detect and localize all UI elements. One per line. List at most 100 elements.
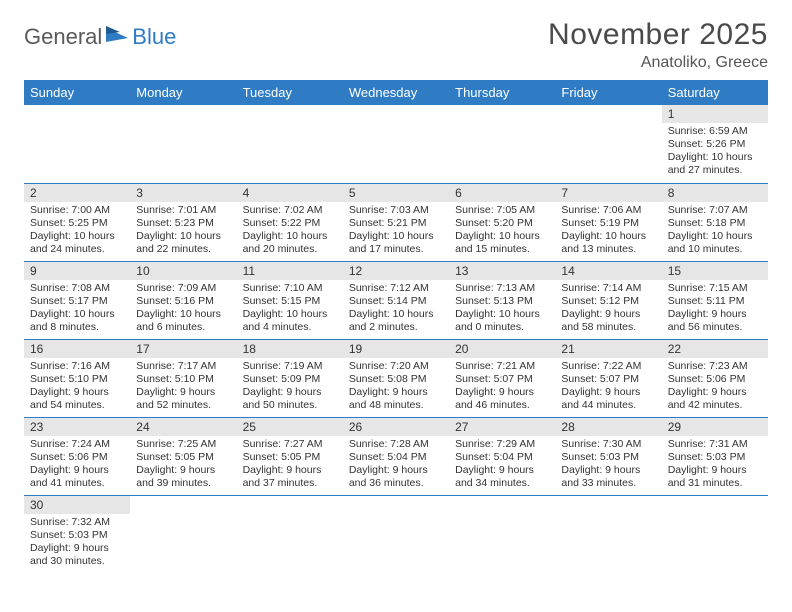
day-details: Sunrise: 7:13 AMSunset: 5:13 PMDaylight:… <box>449 280 555 339</box>
day-details: Sunrise: 7:31 AMSunset: 5:03 PMDaylight:… <box>662 436 768 495</box>
page-title: November 2025 <box>548 18 768 52</box>
calendar-cell: 20Sunrise: 7:21 AMSunset: 5:07 PMDayligh… <box>449 339 555 417</box>
day-details: Sunrise: 7:17 AMSunset: 5:10 PMDaylight:… <box>130 358 236 417</box>
day-number: 9 <box>24 262 130 280</box>
calendar-table: SundayMondayTuesdayWednesdayThursdayFrid… <box>24 80 768 573</box>
day-number: 26 <box>343 418 449 436</box>
day-details: Sunrise: 7:15 AMSunset: 5:11 PMDaylight:… <box>662 280 768 339</box>
day-number: 8 <box>662 184 768 202</box>
day-details: Sunrise: 7:12 AMSunset: 5:14 PMDaylight:… <box>343 280 449 339</box>
day-number: 1 <box>662 105 768 123</box>
day-details: Sunrise: 7:08 AMSunset: 5:17 PMDaylight:… <box>24 280 130 339</box>
day-details: Sunrise: 7:03 AMSunset: 5:21 PMDaylight:… <box>343 202 449 261</box>
day-number: 11 <box>237 262 343 280</box>
calendar-cell: 11Sunrise: 7:10 AMSunset: 5:15 PMDayligh… <box>237 261 343 339</box>
day-details: Sunrise: 7:29 AMSunset: 5:04 PMDaylight:… <box>449 436 555 495</box>
day-number: 27 <box>449 418 555 436</box>
calendar-cell <box>130 495 236 573</box>
header: General Blue November 2025 Anatoliko, Gr… <box>24 18 768 72</box>
day-number: 22 <box>662 340 768 358</box>
logo-text-1: General <box>24 24 102 50</box>
day-number: 19 <box>343 340 449 358</box>
day-details: Sunrise: 7:16 AMSunset: 5:10 PMDaylight:… <box>24 358 130 417</box>
day-number: 16 <box>24 340 130 358</box>
day-details: Sunrise: 7:01 AMSunset: 5:23 PMDaylight:… <box>130 202 236 261</box>
logo: General Blue <box>24 24 176 50</box>
title-block: November 2025 Anatoliko, Greece <box>548 18 768 72</box>
calendar-cell: 8Sunrise: 7:07 AMSunset: 5:18 PMDaylight… <box>662 183 768 261</box>
day-details: Sunrise: 7:24 AMSunset: 5:06 PMDaylight:… <box>24 436 130 495</box>
calendar-cell: 6Sunrise: 7:05 AMSunset: 5:20 PMDaylight… <box>449 183 555 261</box>
calendar-cell: 25Sunrise: 7:27 AMSunset: 5:05 PMDayligh… <box>237 417 343 495</box>
day-details: Sunrise: 7:22 AMSunset: 5:07 PMDaylight:… <box>555 358 661 417</box>
day-number: 14 <box>555 262 661 280</box>
day-header: Tuesday <box>237 80 343 105</box>
day-number: 17 <box>130 340 236 358</box>
day-number: 28 <box>555 418 661 436</box>
calendar-cell: 16Sunrise: 7:16 AMSunset: 5:10 PMDayligh… <box>24 339 130 417</box>
day-number: 18 <box>237 340 343 358</box>
calendar-cell: 5Sunrise: 7:03 AMSunset: 5:21 PMDaylight… <box>343 183 449 261</box>
day-number: 21 <box>555 340 661 358</box>
day-number: 12 <box>343 262 449 280</box>
calendar-cell: 28Sunrise: 7:30 AMSunset: 5:03 PMDayligh… <box>555 417 661 495</box>
calendar-cell <box>449 105 555 183</box>
logo-text-2: Blue <box>132 24 176 50</box>
day-details: Sunrise: 7:00 AMSunset: 5:25 PMDaylight:… <box>24 202 130 261</box>
calendar-cell: 13Sunrise: 7:13 AMSunset: 5:13 PMDayligh… <box>449 261 555 339</box>
calendar-cell: 30Sunrise: 7:32 AMSunset: 5:03 PMDayligh… <box>24 495 130 573</box>
day-details: Sunrise: 7:07 AMSunset: 5:18 PMDaylight:… <box>662 202 768 261</box>
calendar-cell: 29Sunrise: 7:31 AMSunset: 5:03 PMDayligh… <box>662 417 768 495</box>
calendar-cell: 14Sunrise: 7:14 AMSunset: 5:12 PMDayligh… <box>555 261 661 339</box>
calendar-cell: 2Sunrise: 7:00 AMSunset: 5:25 PMDaylight… <box>24 183 130 261</box>
day-number: 25 <box>237 418 343 436</box>
day-header: Saturday <box>662 80 768 105</box>
calendar-cell: 22Sunrise: 7:23 AMSunset: 5:06 PMDayligh… <box>662 339 768 417</box>
day-details: Sunrise: 7:30 AMSunset: 5:03 PMDaylight:… <box>555 436 661 495</box>
day-details: Sunrise: 7:14 AMSunset: 5:12 PMDaylight:… <box>555 280 661 339</box>
calendar-cell <box>343 495 449 573</box>
calendar-cell <box>24 105 130 183</box>
day-header: Wednesday <box>343 80 449 105</box>
day-details: Sunrise: 7:21 AMSunset: 5:07 PMDaylight:… <box>449 358 555 417</box>
day-number: 24 <box>130 418 236 436</box>
calendar-cell: 1Sunrise: 6:59 AMSunset: 5:26 PMDaylight… <box>662 105 768 183</box>
day-header: Thursday <box>449 80 555 105</box>
day-details: Sunrise: 7:05 AMSunset: 5:20 PMDaylight:… <box>449 202 555 261</box>
day-number: 20 <box>449 340 555 358</box>
location-label: Anatoliko, Greece <box>548 54 768 72</box>
day-details: Sunrise: 6:59 AMSunset: 5:26 PMDaylight:… <box>662 123 768 182</box>
day-details: Sunrise: 7:32 AMSunset: 5:03 PMDaylight:… <box>24 514 130 573</box>
day-number: 7 <box>555 184 661 202</box>
day-number: 13 <box>449 262 555 280</box>
calendar-cell: 21Sunrise: 7:22 AMSunset: 5:07 PMDayligh… <box>555 339 661 417</box>
day-details: Sunrise: 7:09 AMSunset: 5:16 PMDaylight:… <box>130 280 236 339</box>
calendar-cell: 3Sunrise: 7:01 AMSunset: 5:23 PMDaylight… <box>130 183 236 261</box>
day-number: 30 <box>24 496 130 514</box>
calendar-cell <box>449 495 555 573</box>
day-number: 15 <box>662 262 768 280</box>
day-header: Monday <box>130 80 236 105</box>
day-details: Sunrise: 7:25 AMSunset: 5:05 PMDaylight:… <box>130 436 236 495</box>
day-number: 6 <box>449 184 555 202</box>
day-details: Sunrise: 7:23 AMSunset: 5:06 PMDaylight:… <box>662 358 768 417</box>
day-details: Sunrise: 7:06 AMSunset: 5:19 PMDaylight:… <box>555 202 661 261</box>
calendar-cell: 17Sunrise: 7:17 AMSunset: 5:10 PMDayligh… <box>130 339 236 417</box>
day-details: Sunrise: 7:20 AMSunset: 5:08 PMDaylight:… <box>343 358 449 417</box>
calendar-cell <box>130 105 236 183</box>
day-number: 29 <box>662 418 768 436</box>
day-number: 5 <box>343 184 449 202</box>
calendar-cell: 19Sunrise: 7:20 AMSunset: 5:08 PMDayligh… <box>343 339 449 417</box>
day-details: Sunrise: 7:19 AMSunset: 5:09 PMDaylight:… <box>237 358 343 417</box>
day-number: 3 <box>130 184 236 202</box>
calendar-cell: 23Sunrise: 7:24 AMSunset: 5:06 PMDayligh… <box>24 417 130 495</box>
calendar-cell: 15Sunrise: 7:15 AMSunset: 5:11 PMDayligh… <box>662 261 768 339</box>
calendar-cell: 18Sunrise: 7:19 AMSunset: 5:09 PMDayligh… <box>237 339 343 417</box>
calendar-cell: 26Sunrise: 7:28 AMSunset: 5:04 PMDayligh… <box>343 417 449 495</box>
day-details: Sunrise: 7:27 AMSunset: 5:05 PMDaylight:… <box>237 436 343 495</box>
day-number: 10 <box>130 262 236 280</box>
calendar-cell: 27Sunrise: 7:29 AMSunset: 5:04 PMDayligh… <box>449 417 555 495</box>
calendar-cell <box>555 495 661 573</box>
calendar-cell <box>237 495 343 573</box>
day-number: 4 <box>237 184 343 202</box>
